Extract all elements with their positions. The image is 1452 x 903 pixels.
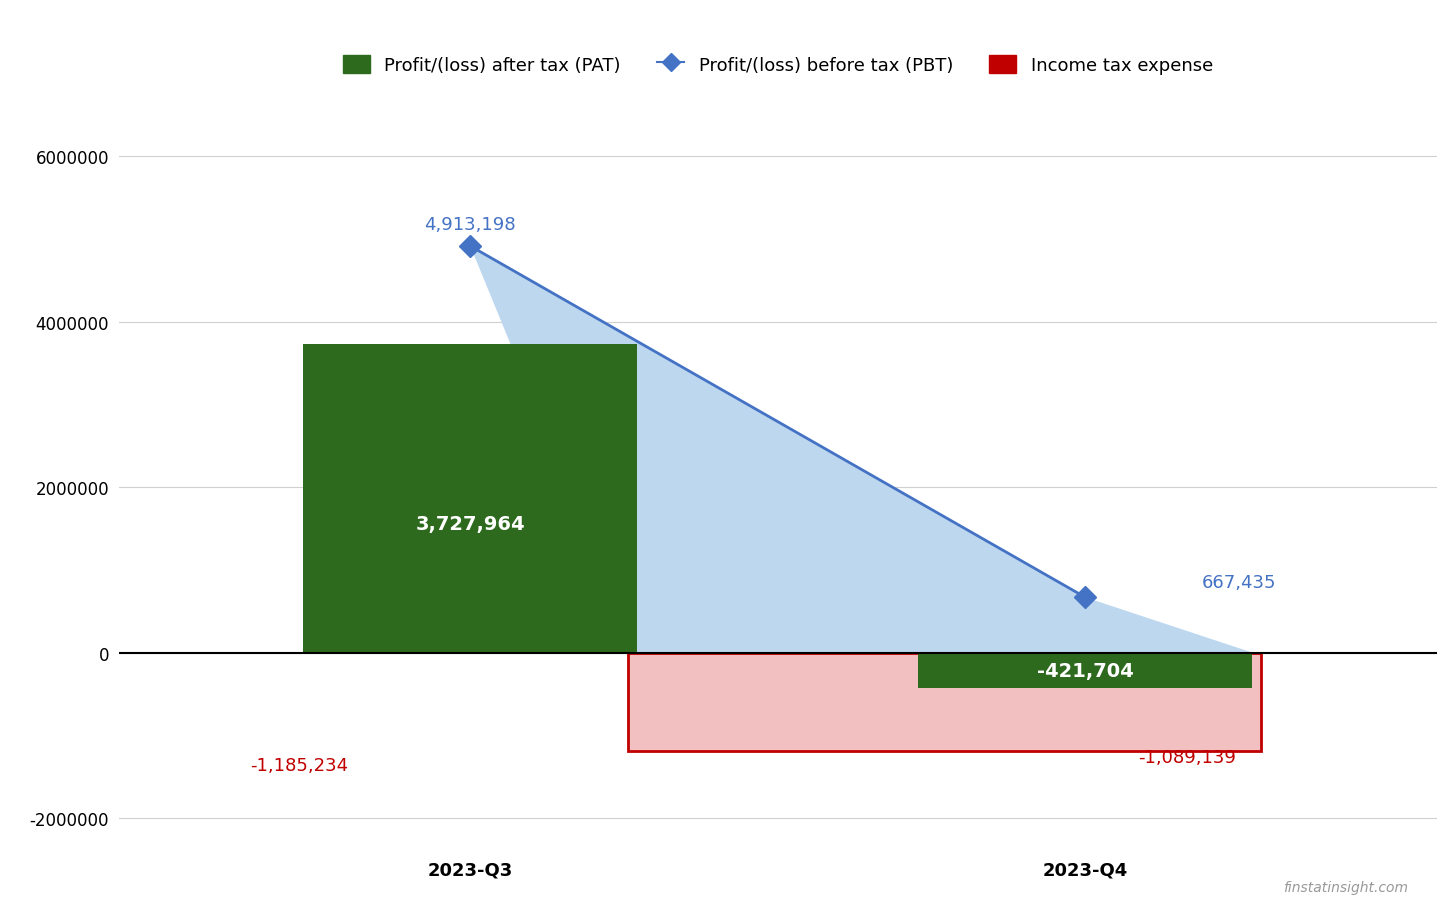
Text: -421,704: -421,704 — [1037, 661, 1134, 680]
Text: -1,185,234: -1,185,234 — [251, 756, 348, 774]
Text: 3,727,964: 3,727,964 — [415, 514, 526, 533]
Bar — [303, 345, 637, 653]
Text: finstatinsight.com: finstatinsight.com — [1284, 880, 1408, 894]
Legend: Profit/(loss) after tax (PAT), Profit/(loss) before tax (PBT), Income tax expens: Profit/(loss) after tax (PAT), Profit/(l… — [334, 47, 1223, 84]
Polygon shape — [470, 247, 1253, 653]
Text: -1,089,139: -1,089,139 — [1138, 748, 1236, 766]
Bar — [919, 653, 1253, 688]
Text: 667,435: 667,435 — [1202, 573, 1276, 591]
Text: 4,913,198: 4,913,198 — [424, 216, 515, 234]
Bar — [629, 653, 1262, 751]
